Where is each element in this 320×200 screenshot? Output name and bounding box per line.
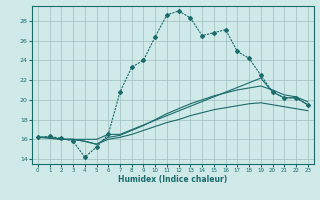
X-axis label: Humidex (Indice chaleur): Humidex (Indice chaleur) [118, 175, 228, 184]
